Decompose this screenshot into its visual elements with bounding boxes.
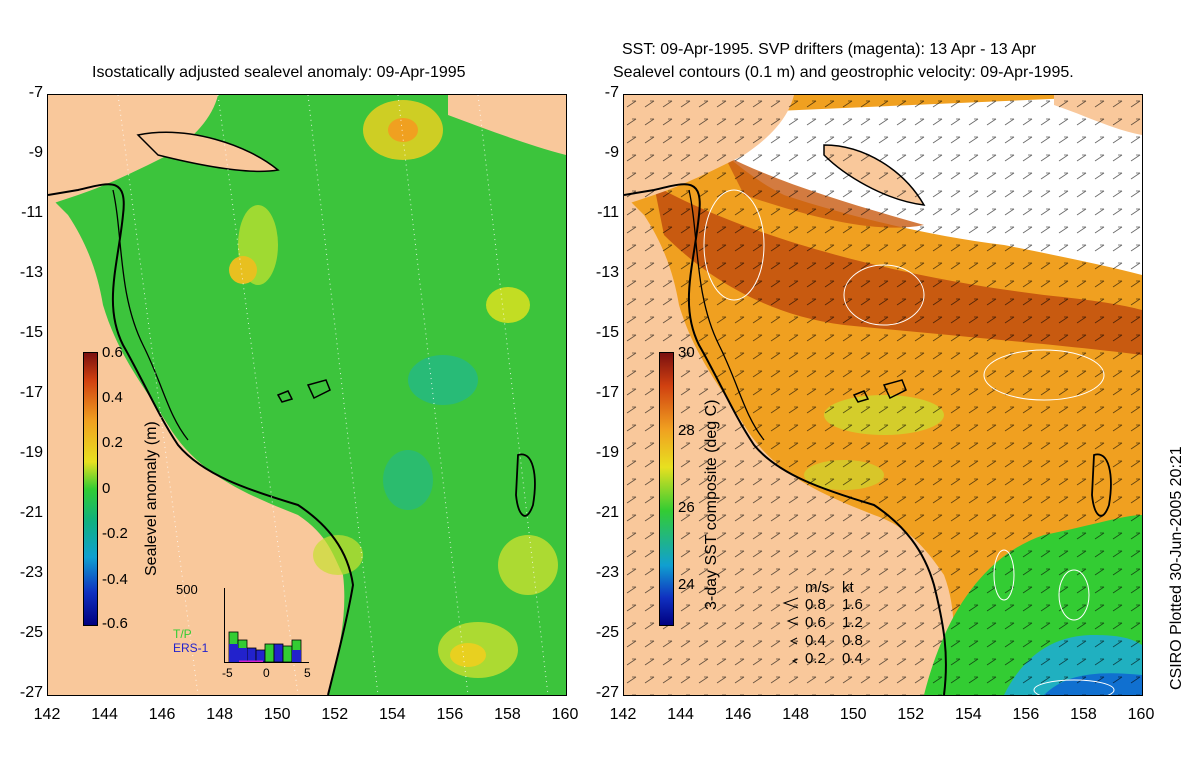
sst-colorbar-tick: 24 [678, 576, 695, 593]
sealevel-colorbar-tick: 0.4 [102, 389, 123, 406]
velocity-legend-arrow-icon [786, 614, 800, 632]
longitude-tick-label: 152 [897, 706, 925, 723]
velocity-legend-header-kt: kt [842, 579, 854, 596]
sst-colorbar-label: 3-day SST composite (deg C) [703, 399, 720, 610]
longitude-tick-label: 158 [1070, 706, 1097, 723]
longitude-tick-label: 158 [494, 706, 521, 723]
latitude-tick-label: -21 [19, 504, 43, 521]
latitude-tick-label: -27 [595, 684, 619, 701]
latitude-tick-label: -23 [19, 564, 43, 581]
latitude-tick-label: -9 [28, 144, 43, 161]
inset-series-ers1: ERS-1 [173, 641, 209, 655]
sst-map-svg [624, 95, 1142, 695]
velocity-legend-ms: 0.8 [805, 596, 826, 613]
left-panel-title: Isostatically adjusted sealevel anomaly:… [92, 64, 466, 81]
velocity-legend-arrow-icon [791, 652, 799, 670]
latitude-tick-label: -11 [21, 204, 43, 221]
latitude-tick-label: -13 [595, 264, 619, 281]
right-panel-title-line2: Sealevel contours (0.1 m) and geostrophi… [613, 64, 1074, 81]
longitude-tick-label: 160 [1127, 706, 1155, 723]
latitude-tick-label: -15 [595, 324, 619, 341]
sst-composite-map [623, 94, 1143, 696]
longitude-tick-label: 156 [1012, 706, 1040, 723]
latitude-tick-label: -17 [19, 384, 43, 401]
longitude-tick-label: 150 [839, 706, 867, 723]
latitude-tick-label: -25 [19, 624, 43, 641]
sealevel-colorbar [83, 352, 98, 626]
velocity-legend-arrow-icon [789, 633, 799, 651]
inset-ymax-label: 500 [176, 582, 198, 597]
latitude-tick-label: -27 [19, 684, 43, 701]
latitude-tick-label: -19 [595, 444, 619, 461]
velocity-legend-kt: 1.2 [842, 614, 863, 631]
csiro-credit: CSIRO Plotted 30-Jun-2005 20:21 [1168, 446, 1185, 690]
velocity-legend-kt: 0.8 [842, 632, 863, 649]
longitude-tick-label: 152 [321, 706, 349, 723]
latitude-tick-label: -9 [604, 144, 619, 161]
inset-xtick: 0 [263, 666, 270, 680]
longitude-tick-label: 160 [551, 706, 579, 723]
inset-xtick: 5 [304, 666, 311, 680]
right-panel-title-line1: SST: 09-Apr-1995. SVP drifters (magenta)… [622, 41, 1037, 58]
longitude-tick-label: 148 [206, 706, 233, 723]
latitude-tick-label: -13 [19, 264, 43, 281]
latitude-tick-label: -21 [595, 504, 619, 521]
sealevel-colorbar-tick: 0.6 [102, 344, 123, 361]
sst-colorbar [659, 352, 674, 626]
longitude-tick-label: 156 [436, 706, 464, 723]
latitude-tick-label: -23 [595, 564, 619, 581]
longitude-tick-label: 146 [148, 706, 176, 723]
sealevel-colorbar-tick: 0 [102, 480, 111, 497]
longitude-tick-label: 150 [263, 706, 291, 723]
sealevel-map-svg [48, 95, 566, 695]
velocity-legend-kt: 1.6 [842, 596, 863, 613]
sealevel-anomaly-map [47, 94, 567, 696]
sealevel-colorbar-tick: -0.6 [102, 615, 128, 632]
sealevel-colorbar-tick: 0.2 [102, 434, 123, 451]
inset-xtick: -5 [222, 666, 233, 680]
latitude-tick-label: -7 [28, 84, 43, 101]
latitude-tick-label: -25 [595, 624, 619, 641]
sst-colorbar-tick: 28 [678, 422, 695, 439]
velocity-legend-arrow-icon [782, 596, 800, 615]
track-count-histogram [224, 588, 309, 664]
inset-series-tp: T/P [173, 627, 192, 641]
longitude-tick-label: 144 [667, 706, 694, 723]
latitude-tick-label: -19 [19, 444, 43, 461]
longitude-tick-label: 148 [782, 706, 809, 723]
longitude-tick-label: 146 [724, 706, 752, 723]
longitude-tick-label: 142 [33, 706, 61, 723]
histogram-bars [228, 631, 302, 664]
longitude-tick-label: 144 [91, 706, 118, 723]
velocity-legend-ms: 0.4 [805, 632, 826, 649]
sst-colorbar-tick: 30 [678, 344, 695, 361]
velocity-legend-kt: 0.4 [842, 650, 863, 667]
sealevel-colorbar-tick: -0.4 [102, 571, 128, 588]
longitude-tick-label: 154 [378, 706, 406, 723]
velocity-legend-header-ms: m/s [805, 579, 830, 596]
latitude-tick-label: -11 [597, 204, 619, 221]
latitude-tick-label: -7 [604, 84, 619, 101]
sst-colorbar-tick: 26 [678, 499, 695, 516]
sealevel-colorbar-tick: -0.2 [102, 525, 128, 542]
latitude-tick-label: -15 [19, 324, 43, 341]
longitude-tick-label: 142 [609, 706, 637, 723]
sealevel-colorbar-label: Sealevel anomaly (m) [143, 421, 160, 576]
velocity-legend-ms: 0.6 [805, 614, 826, 631]
longitude-tick-label: 154 [954, 706, 982, 723]
velocity-legend-ms: 0.2 [805, 650, 826, 667]
latitude-tick-label: -17 [595, 384, 619, 401]
